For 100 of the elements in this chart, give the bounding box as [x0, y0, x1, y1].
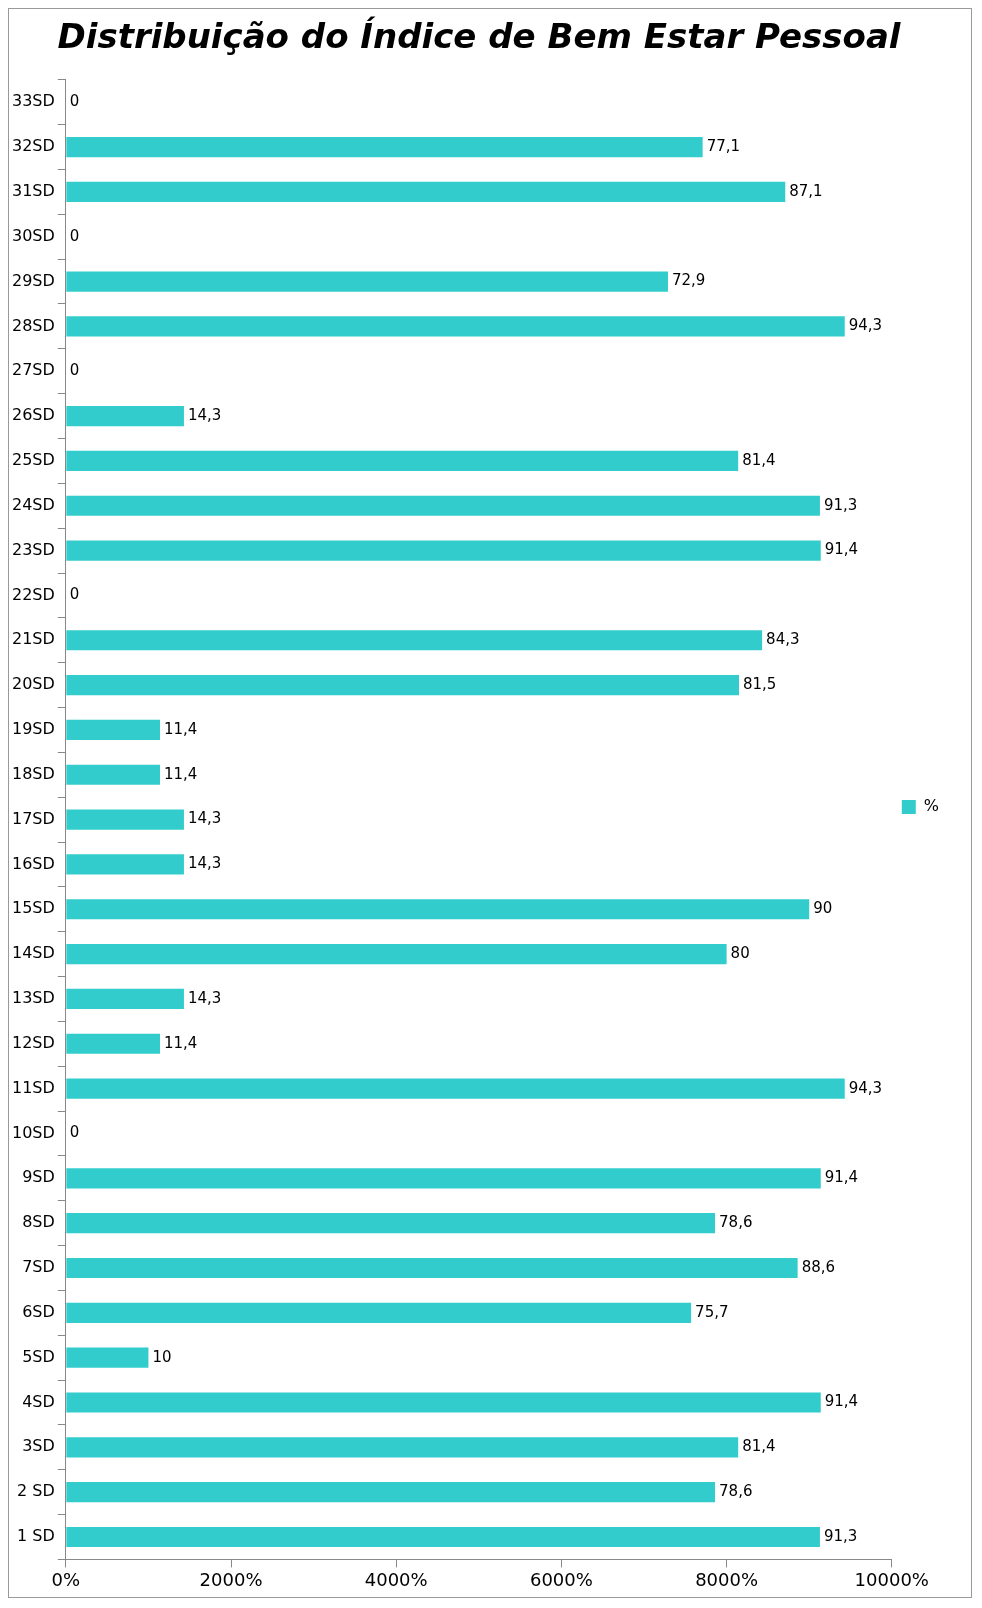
data-label: 10	[152, 1347, 172, 1366]
bar	[66, 988, 184, 1010]
chart-title: Distribuição do Índice de Bem Estar Pessoal	[57, 16, 902, 57]
y-tick-label: 13SD	[11, 988, 55, 1008]
y-tick-label: 22SD	[11, 584, 55, 604]
data-label: 0	[69, 361, 80, 380]
bar	[66, 1302, 692, 1323]
data-label: 81,5	[742, 674, 777, 693]
bar	[66, 809, 184, 830]
data-label: 91,3	[823, 1526, 858, 1545]
data-label: 14,3	[187, 405, 222, 424]
bar	[66, 271, 668, 292]
y-tick-label: 3SD	[22, 1436, 55, 1456]
data-label: 77,1	[706, 136, 741, 155]
data-label: 11,4	[164, 1033, 198, 1052]
bar	[66, 1437, 739, 1458]
data-label: 75,7	[695, 1302, 729, 1321]
y-tick-label: 33SD	[11, 91, 55, 111]
data-label: 11,4	[164, 764, 198, 783]
y-tick-label: 5SD	[22, 1346, 55, 1366]
x-tick-label: 10000%	[854, 1568, 929, 1590]
data-label: 0	[69, 1123, 80, 1142]
y-tick-label: 18SD	[11, 763, 55, 783]
bar	[66, 719, 160, 741]
bar	[66, 1257, 798, 1279]
y-tick-label: 4SD	[22, 1391, 55, 1411]
y-tick-label: 12SD	[11, 1032, 55, 1052]
data-label: 0	[69, 92, 80, 111]
bar	[66, 764, 160, 785]
y-tick-label: 14SD	[11, 943, 55, 963]
y-tick-label: 1 SD	[17, 1526, 55, 1546]
bar	[66, 899, 810, 920]
y-tick-label: 29SD	[11, 270, 55, 290]
bar	[66, 181, 786, 202]
data-label: 87,1	[789, 181, 823, 200]
y-tick-label: 2 SD	[17, 1481, 55, 1501]
y-tick-label: 25SD	[11, 450, 55, 470]
bar	[66, 316, 845, 337]
bar	[66, 540, 821, 561]
y-tick-label: 7SD	[22, 1257, 55, 1277]
bar	[66, 1033, 160, 1054]
bar	[66, 1526, 820, 1548]
bar	[66, 854, 184, 875]
legend-label: %	[923, 796, 939, 816]
data-label: 78,6	[719, 1213, 753, 1232]
bar	[66, 1168, 821, 1189]
y-tick-label: 21SD	[11, 629, 55, 649]
data-label: 80	[730, 944, 750, 962]
bar	[66, 1347, 149, 1368]
x-tick-label: 8000%	[695, 1568, 759, 1590]
y-tick-label: 16SD	[11, 853, 55, 873]
bar	[66, 630, 763, 651]
x-tick-label: 0%	[51, 1568, 81, 1590]
y-tick-label: 17SD	[11, 808, 55, 828]
data-label: 88,6	[801, 1257, 836, 1276]
bar	[66, 1078, 845, 1099]
bar	[66, 450, 739, 471]
y-tick-label: 19SD	[11, 719, 55, 739]
data-label: 0	[69, 226, 80, 245]
data-label: 14,3	[187, 809, 222, 828]
data-label: 81,4	[742, 1437, 776, 1456]
y-tick-label: 27SD	[11, 360, 55, 380]
y-tick-label: 30SD	[11, 225, 55, 245]
y-tick-label: 6SD	[22, 1301, 55, 1321]
y-tick-label: 23SD	[11, 539, 55, 559]
bar	[66, 1482, 716, 1503]
bar	[66, 675, 739, 696]
y-tick-label: 15SD	[11, 898, 55, 918]
x-tick-label: 6000%	[529, 1568, 593, 1590]
data-label: 84,3	[766, 630, 800, 649]
data-label: 14,3	[187, 988, 222, 1007]
data-label: 91,4	[824, 1168, 859, 1187]
y-tick-label: 28SD	[11, 315, 55, 335]
x-tick-label: 4000%	[364, 1568, 428, 1590]
y-tick-label: 20SD	[11, 674, 55, 694]
data-label: 91,4	[824, 1392, 859, 1411]
bar	[66, 405, 184, 427]
data-label: 94,3	[848, 1078, 883, 1097]
data-label: 14,3	[187, 854, 222, 873]
bar	[66, 1392, 821, 1413]
y-tick-label: 8SD	[22, 1212, 55, 1232]
y-tick-label: 26SD	[11, 405, 55, 425]
data-label: 11,4	[164, 719, 198, 738]
bar	[66, 1213, 716, 1234]
y-tick-label: 9SD	[22, 1167, 55, 1187]
bar	[66, 495, 820, 516]
data-label: 90	[813, 899, 833, 918]
data-label: 91,3	[823, 495, 858, 514]
y-tick-label: 32SD	[11, 136, 55, 156]
y-tick-label: 11SD	[11, 1077, 55, 1097]
x-tick-label: 2000%	[199, 1568, 263, 1590]
data-label: 78,6	[719, 1482, 753, 1501]
data-label: 0	[69, 585, 80, 604]
y-tick-label: 24SD	[11, 494, 55, 514]
data-label: 94,3	[848, 316, 883, 335]
data-label: 91,4	[824, 540, 859, 559]
y-tick-label: 31SD	[11, 181, 55, 201]
bar	[66, 944, 727, 965]
data-label: 81,4	[742, 450, 776, 469]
bar	[66, 136, 703, 158]
